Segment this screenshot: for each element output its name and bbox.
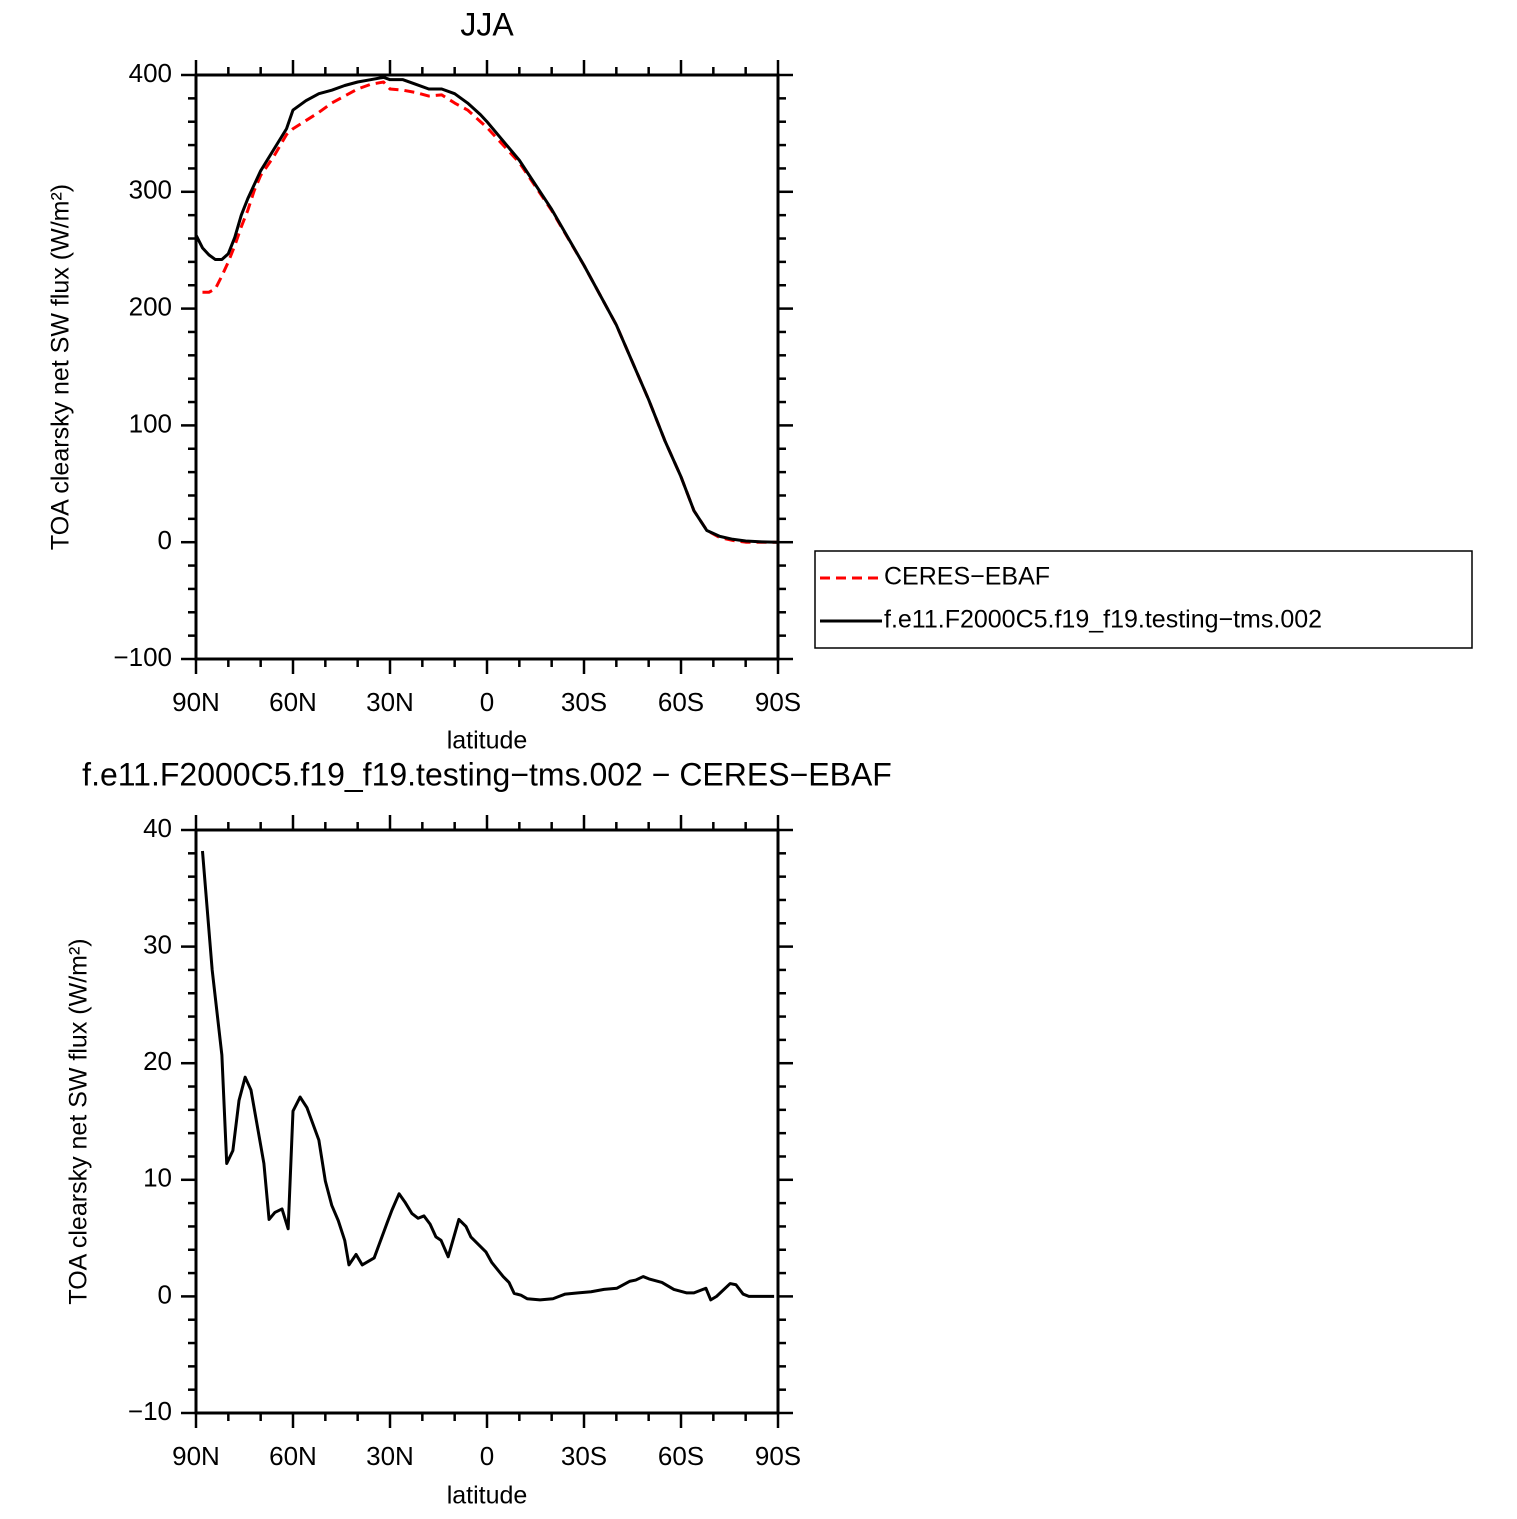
y-tick-label: −10 (128, 1396, 172, 1426)
x-tick-label: 30S (561, 1441, 607, 1471)
x-tick-label: 30N (366, 1441, 414, 1471)
x-tick-label: 0 (480, 1441, 494, 1471)
x-tick-label: 60S (658, 1441, 704, 1471)
y-tick-label: 400 (129, 58, 172, 88)
x-tick-label: 90N (172, 687, 220, 717)
data-line (202, 80, 778, 544)
data-line (194, 75, 779, 544)
x-tick-label: 90N (172, 1441, 220, 1471)
y-axis-label: TOA clearsky net SW flux (W/m²) (47, 184, 75, 550)
x-tick-label: 60S (658, 687, 704, 717)
y-tick-label: 40 (143, 813, 172, 843)
y-tick-label: 20 (143, 1046, 172, 1076)
y-tick-label: 200 (129, 291, 172, 321)
y-tick-label: 100 (129, 408, 172, 438)
x-tick-label: 90S (755, 687, 801, 717)
x-tick-label: 30S (561, 687, 607, 717)
y-tick-label: 0 (158, 525, 172, 555)
plot-frame (194, 73, 780, 661)
y-axis-label: TOA clearsky net SW flux (W/m²) (65, 938, 93, 1304)
legend-label: f.e11.F2000C5.f19_f19.testing−tms.002 (884, 606, 1322, 634)
x-tick-label: 90S (755, 1441, 801, 1471)
chart-title: f.e11.F2000C5.f19_f19.testing−tms.002 − … (82, 756, 892, 792)
x-tick-label: 60N (269, 687, 317, 717)
y-tick-label: −100 (113, 642, 172, 672)
y-tick-label: 10 (143, 1163, 172, 1193)
y-tick-label: 0 (158, 1279, 172, 1309)
data-line (200, 850, 775, 1302)
legend-box (814, 550, 1473, 649)
plot-frame (194, 828, 780, 1415)
x-tick-label: 0 (480, 687, 494, 717)
legend-label: CERES−EBAF (884, 563, 1050, 591)
y-tick-label: 300 (129, 175, 172, 205)
x-tick-label: 60N (269, 1441, 317, 1471)
x-axis-label: latitude (447, 1482, 528, 1510)
chart-title: JJA (460, 6, 514, 42)
y-tick-label: 30 (143, 929, 172, 959)
x-axis-label: latitude (447, 727, 528, 755)
x-tick-label: 30N (366, 687, 414, 717)
